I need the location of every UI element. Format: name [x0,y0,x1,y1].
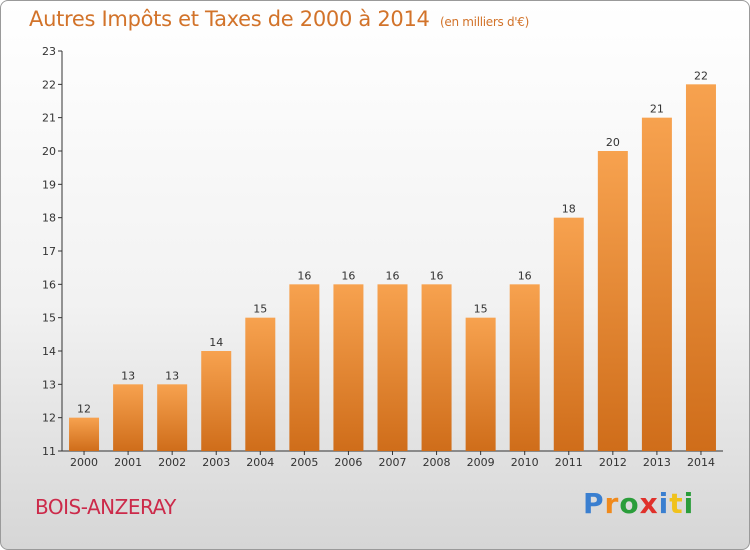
bar-value-label: 15 [253,303,267,316]
bar-value-label: 13 [165,369,179,382]
bar-2004 [245,317,276,451]
chart-bars: 12 13 13 14 15 16 16 16 16 15 16 18 20 21 22 [69,69,716,452]
x-tick-label: 2011 [555,456,583,469]
bar-2013 [641,117,672,452]
bar-2003 [201,351,232,451]
bar-value-label: 21 [650,103,664,116]
x-tick-label: 2010 [511,456,539,469]
bar-2006 [333,284,364,451]
y-tick-label: 14 [42,345,56,358]
x-tick-label: 2009 [467,456,495,469]
x-tick-label: 2013 [643,456,671,469]
y-tick-label: 22 [42,78,56,91]
bar-2001 [113,384,144,451]
chart-axes: 11 12 13 14 15 16 17 18 19 20 21 22 23 2000 2001 2002 20… [42,45,723,469]
bar-value-label: 22 [694,69,708,82]
bar-2014 [685,84,716,451]
x-tick-label: 2008 [423,456,451,469]
bar-2008 [421,284,452,451]
bar-2011 [553,217,584,451]
bar-value-label: 15 [474,303,488,316]
bar-value-label: 12 [77,403,91,416]
bar-value-label: 16 [297,269,311,282]
bar-2010 [509,284,540,451]
x-tick-label: 2014 [687,456,715,469]
bar-value-label: 16 [341,269,355,282]
chart-title-text: Autres Impôts et Taxes de 2000 à 2014 [29,7,430,31]
bar-value-label: 18 [562,203,576,216]
x-tick-label: 2007 [379,456,407,469]
y-tick-label: 13 [42,378,56,391]
bar-2000 [69,417,100,451]
y-tick-label: 15 [42,312,56,325]
bar-2005 [289,284,320,451]
proxiti-logo: Proxiti [583,487,695,520]
chart-title: Autres Impôts et Taxes de 2000 à 2014 (e… [29,7,529,31]
y-tick-label: 11 [42,445,56,458]
y-tick-label: 23 [42,45,56,58]
y-tick-label: 17 [42,245,56,258]
bar-value-label: 20 [606,136,620,149]
x-tick-label: 2004 [246,456,274,469]
bar-2012 [597,151,628,451]
x-tick-label: 2001 [114,456,142,469]
x-tick-label: 2002 [158,456,186,469]
bar-value-label: 14 [209,336,223,349]
bar-value-label: 13 [121,369,135,382]
bar-value-label: 16 [518,269,532,282]
y-tick-label: 18 [42,212,56,225]
y-tick-label: 21 [42,112,56,125]
y-tick-label: 12 [42,412,56,425]
x-tick-label: 2005 [290,456,318,469]
bar-2007 [377,284,408,451]
x-tick-label: 2000 [70,456,98,469]
bar-2009 [465,317,496,451]
bar-2002 [157,384,188,451]
bar-value-label: 16 [386,269,400,282]
y-tick-label: 19 [42,178,56,191]
x-tick-label: 2012 [599,456,627,469]
bar-value-label: 16 [430,269,444,282]
x-tick-label: 2003 [202,456,230,469]
commune-name: BOIS-ANZERAY [35,495,176,519]
x-tick-label: 2006 [334,456,362,469]
y-tick-label: 20 [42,145,56,158]
y-tick-label: 16 [42,278,56,291]
chart-unit: (en milliers d'€) [440,15,530,29]
